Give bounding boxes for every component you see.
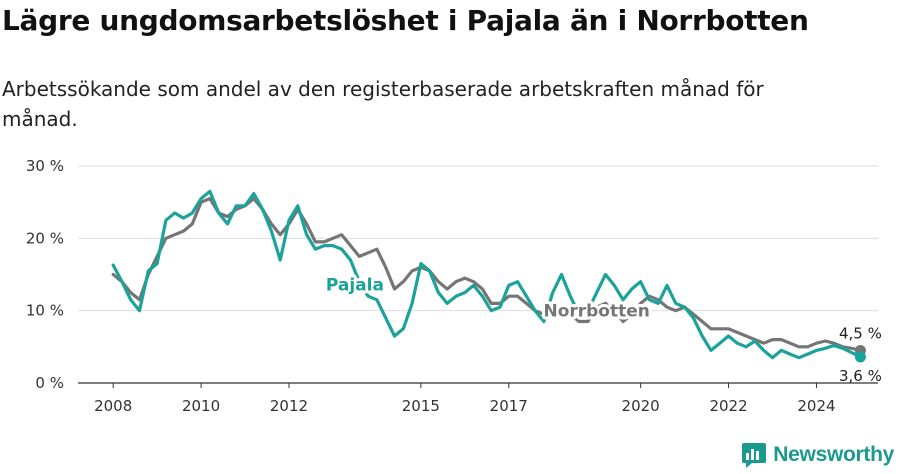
x-tick-label: 2022: [709, 397, 747, 415]
y-tick-label: 0 %: [35, 374, 64, 392]
y-tick-label: 10 %: [26, 302, 64, 320]
end-label-pajala: 3,6 %: [839, 367, 882, 385]
x-tick-label: 2024: [797, 397, 835, 415]
brand-logo: Newsworthy: [741, 442, 894, 468]
chart-subtitle: Arbetssökande som andel av den registerb…: [2, 77, 764, 131]
series-label-pajala: Pajala: [326, 275, 384, 295]
x-tick-label: 2012: [270, 397, 308, 415]
newsworthy-logo-icon: [742, 443, 767, 468]
x-tick-label: 2015: [402, 397, 440, 415]
series-lines: [111, 189, 866, 363]
end-point-pajala: [854, 351, 866, 363]
x-tick-label: 2010: [182, 397, 220, 415]
x-axis-ticks: 2008 2010 2012 2015 2017 2020 2022 2024: [94, 383, 836, 415]
series-line-norrbotten: [111, 197, 862, 352]
series-label-norrbotten-halo: Norrbotten: [543, 301, 649, 321]
chart-title: Lägre ungdomsarbetslöshet i Pajala än i …: [2, 4, 809, 37]
y-axis-ticks: 0 % 10 % 20 % 30 %: [26, 157, 64, 392]
x-tick-label: 2017: [490, 397, 528, 415]
x-tick-label: 2008: [94, 397, 132, 415]
series-label-pajala-halo: Pajala: [326, 275, 384, 295]
end-label-norrbotten: 4,5 %: [839, 324, 882, 342]
y-tick-label: 30 %: [26, 157, 64, 175]
x-tick-label: 2020: [622, 397, 660, 415]
gridlines: [78, 165, 878, 384]
y-tick-label: 20 %: [26, 229, 64, 247]
brand-name: Newsworthy: [773, 443, 894, 466]
series-label-norrbotten: Norrbotten: [543, 301, 649, 321]
series-line-pajala: [111, 189, 862, 360]
